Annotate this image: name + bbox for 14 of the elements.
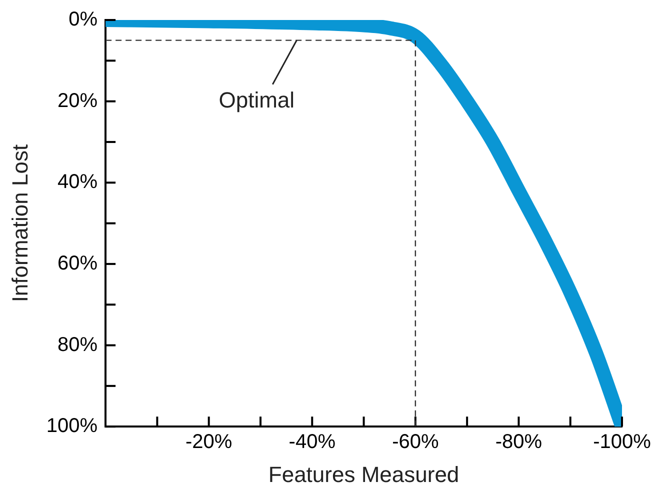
y-tick-label: 20% [58, 90, 98, 112]
x-tick-label: -40% [288, 431, 336, 454]
x-tick-label: -80% [495, 431, 542, 454]
y-axis-title: Information Lost [7, 144, 32, 302]
x-tick-label: -60% [392, 431, 439, 454]
y-tick-label: 60% [58, 252, 98, 274]
x-tick-label: -100% [593, 431, 652, 454]
x-tick-label: -20% [185, 431, 232, 454]
annotation: Optimal [218, 87, 295, 112]
y-tick-label: 100% [46, 415, 98, 438]
y-tick-label: 80% [58, 334, 98, 356]
y-tick-label: 0% [68, 8, 98, 31]
y-tick-label: 40% [58, 171, 98, 194]
x-axis-title: Features Measured [268, 462, 460, 487]
